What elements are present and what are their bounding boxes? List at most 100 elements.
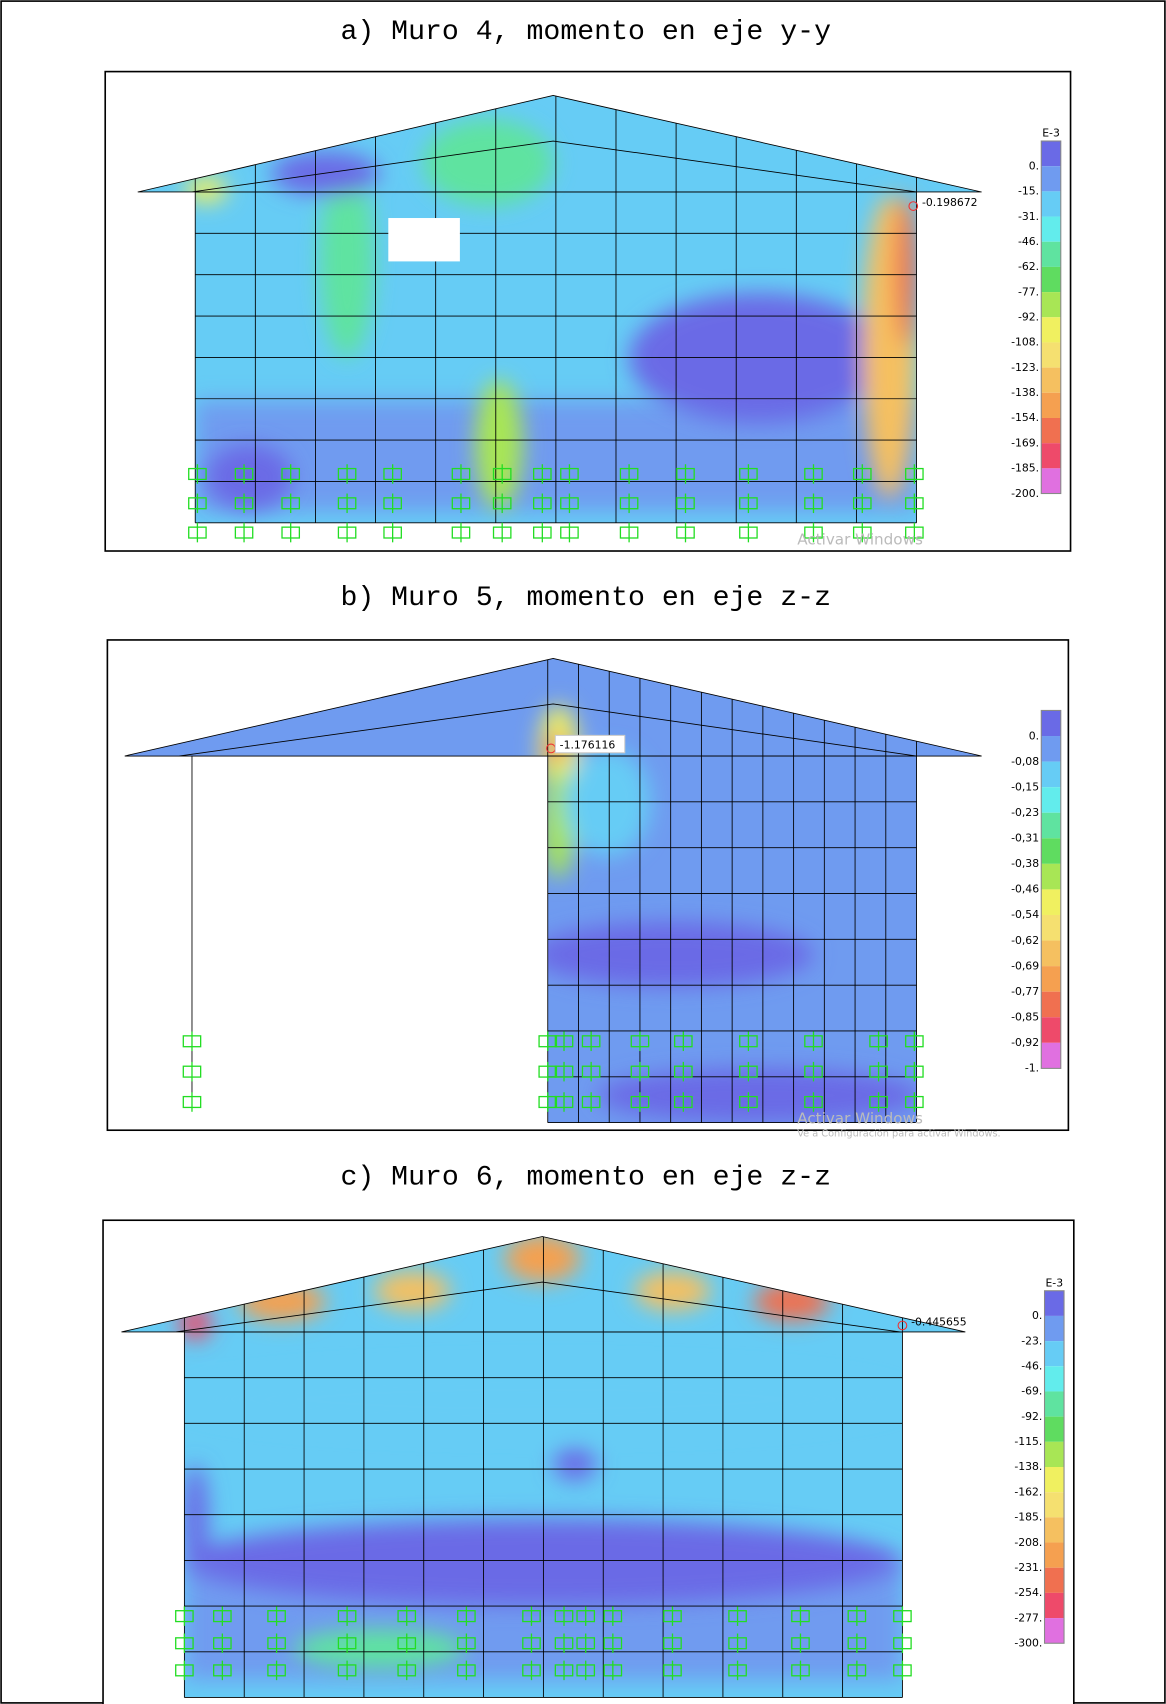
caption: b) Muro 5, momento en eje z-z xyxy=(340,583,831,614)
legend-label: -138. xyxy=(1014,1460,1042,1473)
caption: c) Muro 6, momento en eje z-z xyxy=(340,1162,831,1193)
legend-swatch xyxy=(1041,889,1061,915)
legend-swatch xyxy=(1041,418,1061,443)
legend-label: -162. xyxy=(1014,1485,1042,1498)
legend-label: -0,08 xyxy=(1011,755,1039,768)
legend-label: -0,38 xyxy=(1011,857,1039,870)
contour-blob xyxy=(184,1367,900,1432)
contour-blob xyxy=(531,922,813,987)
contour-blob xyxy=(629,293,889,423)
contour-blob xyxy=(206,445,293,510)
legend-label: -300. xyxy=(1014,1637,1042,1650)
legend-swatch xyxy=(1041,992,1061,1018)
legend-swatch xyxy=(1041,710,1061,736)
legend-label: -254. xyxy=(1014,1586,1042,1599)
legend-swatch xyxy=(1045,1417,1065,1442)
annotation: -0.198672 xyxy=(922,196,978,209)
legend-label: -1. xyxy=(1025,1062,1039,1075)
legend-swatch xyxy=(1041,443,1061,468)
panel: c) Muro 6, momento en eje z-zE-30.-23.-4… xyxy=(103,1162,1074,1704)
contour-blob xyxy=(553,1448,596,1481)
contour-blob xyxy=(182,1464,208,1572)
legend-label: -115. xyxy=(1014,1435,1042,1448)
legend-label: -77. xyxy=(1018,285,1039,298)
legend-swatch xyxy=(1041,166,1061,191)
legend-label: -0,77 xyxy=(1011,985,1039,998)
legend-swatch xyxy=(1045,1568,1065,1593)
legend-swatch xyxy=(1041,242,1061,267)
legend-label: -231. xyxy=(1014,1561,1042,1574)
legend-label: -0,31 xyxy=(1011,832,1039,845)
legend-swatch xyxy=(1045,1316,1065,1341)
legend-label: -92. xyxy=(1021,1410,1042,1423)
contour-blob xyxy=(564,748,651,856)
legend-swatch xyxy=(1045,1593,1065,1618)
legend-label: -185. xyxy=(1011,462,1039,475)
legend-swatch xyxy=(1041,217,1061,242)
legend-unit: E-3 xyxy=(1042,127,1060,140)
legend-swatch xyxy=(1041,966,1061,992)
legend-label: 0. xyxy=(1032,1309,1042,1322)
legend-swatch xyxy=(1045,1492,1065,1517)
legend-label: 0. xyxy=(1029,729,1039,742)
legend-swatch xyxy=(1045,1517,1065,1542)
legend-swatch xyxy=(1041,141,1061,166)
legend-label: -92. xyxy=(1018,311,1039,324)
legend-swatch xyxy=(1041,393,1061,418)
contour-blob xyxy=(423,119,553,206)
legend-label: -0,69 xyxy=(1011,959,1039,972)
legend-label: -15. xyxy=(1018,185,1039,198)
legend-label: -208. xyxy=(1014,1536,1042,1549)
legend-swatch xyxy=(1041,1043,1061,1069)
legend-swatch xyxy=(1045,1366,1065,1391)
legend-swatch xyxy=(1045,1341,1065,1366)
legend-swatch xyxy=(1041,864,1061,890)
watermark: Ve a Configuración para activar Windows. xyxy=(797,1128,1000,1140)
contour-blob xyxy=(635,1271,711,1310)
legend-swatch xyxy=(1041,915,1061,941)
legend-label: -0,62 xyxy=(1011,934,1039,947)
legend-swatch xyxy=(1041,292,1061,317)
legend-label: -154. xyxy=(1011,411,1039,424)
legend-swatch xyxy=(1045,1442,1065,1467)
legend-unit: E-3 xyxy=(1045,1276,1063,1289)
legend-swatch xyxy=(1045,1391,1065,1416)
page: {"panels":[ {"caption":"a) Muro 4, momen… xyxy=(0,0,1166,1704)
legend-label: -0,23 xyxy=(1011,806,1039,819)
legend-label: -108. xyxy=(1011,336,1039,349)
legend-swatch xyxy=(1041,787,1061,813)
contour-blob xyxy=(293,1629,467,1668)
legend-swatch xyxy=(1041,342,1061,367)
legend-swatch xyxy=(1041,941,1061,967)
legend-label: -0,54 xyxy=(1011,908,1039,921)
legend-label: 0. xyxy=(1029,159,1039,172)
panel: b) Muro 5, momento en eje z-z 0. -0,08 -0,1… xyxy=(107,583,1068,1139)
legend-label: -277. xyxy=(1014,1611,1042,1624)
legend-swatch xyxy=(1041,191,1061,216)
legend-label: -185. xyxy=(1014,1511,1042,1524)
legend-label: -69. xyxy=(1021,1385,1042,1398)
legend-label: -169. xyxy=(1011,436,1039,449)
document: a) Muro 4, momento en eje y-yE-30.-15.-3… xyxy=(0,0,1166,1704)
panel: a) Muro 4, momento en eje y-yE-30.-15.-3… xyxy=(105,17,1070,551)
legend-swatch xyxy=(1041,838,1061,864)
legend-label: -0,46 xyxy=(1011,883,1039,896)
legend-swatch xyxy=(1041,267,1061,292)
legend-swatch xyxy=(1041,468,1061,493)
legend-swatch xyxy=(1045,1618,1065,1643)
legend-swatch xyxy=(1045,1291,1065,1316)
legend-label: -62. xyxy=(1018,260,1039,273)
legend-label: -123. xyxy=(1011,361,1039,374)
legend-label: -23. xyxy=(1021,1334,1042,1347)
legend-label: -0,85 xyxy=(1011,1011,1039,1024)
contour-blob xyxy=(895,195,917,347)
legend-label: -0,15 xyxy=(1011,780,1039,793)
annotation: -1.176116 xyxy=(560,738,616,751)
legend-swatch xyxy=(1041,1017,1061,1043)
annotation: -0.445655 xyxy=(911,1315,967,1328)
legend-swatch xyxy=(1045,1467,1065,1492)
legend-swatch xyxy=(1041,317,1061,342)
legend-swatch xyxy=(1045,1543,1065,1568)
contour-blob xyxy=(184,1519,900,1606)
legend-label: -200. xyxy=(1011,487,1039,500)
